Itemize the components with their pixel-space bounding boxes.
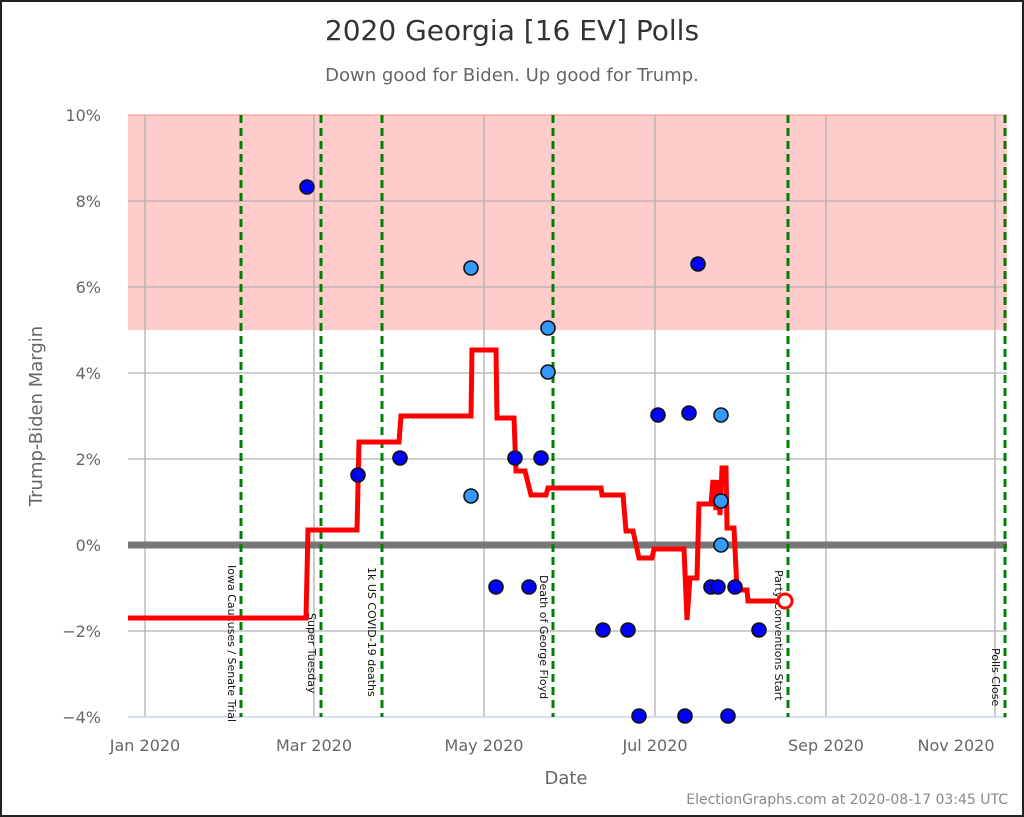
svg-text:Jan 2020: Jan 2020 xyxy=(109,736,180,755)
credit-text: ElectionGraphs.com at 2020-08-17 03:45 U… xyxy=(686,792,1008,808)
svg-text:4%: 4% xyxy=(76,364,101,383)
event-label-covid: 1k US COVID-19 deaths xyxy=(365,567,378,697)
chart-subtitle: Down good for Biden. Up good for Trump. xyxy=(325,65,699,86)
y-gridlines xyxy=(128,200,1007,632)
svg-text:Sep 2020: Sep 2020 xyxy=(788,736,864,755)
event-label-super-tuesday: Super Tuesday xyxy=(305,613,318,694)
chart-title: 2020 Georgia [16 EV] Polls xyxy=(324,14,700,47)
svg-text:May 2020: May 2020 xyxy=(445,736,524,755)
svg-text:−4%: −4% xyxy=(62,708,101,727)
event-label-conventions: Party Conventions Start xyxy=(772,570,785,701)
y-tick-labels: 10% 8% 6% 4% 2% 0% −2% −4% xyxy=(62,106,101,727)
current-average-marker xyxy=(776,592,794,610)
svg-text:Mar 2020: Mar 2020 xyxy=(276,736,352,755)
svg-text:Jul 2020: Jul 2020 xyxy=(621,736,687,755)
svg-text:10%: 10% xyxy=(65,106,101,125)
polls-dark xyxy=(299,179,767,724)
svg-text:0%: 0% xyxy=(76,536,101,555)
trump-zone xyxy=(128,115,1007,330)
x-gridlines xyxy=(144,115,996,717)
x-tick-labels: Jan 2020 Mar 2020 May 2020 Jul 2020 Sep … xyxy=(109,736,995,755)
event-label-floyd: Death of George Floyd xyxy=(537,575,550,699)
svg-text:Nov 2020: Nov 2020 xyxy=(917,736,994,755)
poll-average-line xyxy=(128,347,783,621)
y-axis-label: Trump-Biden Margin xyxy=(26,326,47,507)
polls-light xyxy=(463,260,729,553)
event-label-polls-close: Polls Close xyxy=(989,648,1002,707)
svg-text:−2%: −2% xyxy=(62,622,101,641)
svg-text:6%: 6% xyxy=(76,278,101,297)
svg-text:2%: 2% xyxy=(76,450,101,469)
event-labels: Iowa Caucuses / Senate Trial Super Tuesd… xyxy=(225,565,1002,722)
event-label-iowa: Iowa Caucuses / Senate Trial xyxy=(225,565,238,722)
svg-text:8%: 8% xyxy=(76,192,101,211)
x-axis-label: Date xyxy=(544,768,587,789)
